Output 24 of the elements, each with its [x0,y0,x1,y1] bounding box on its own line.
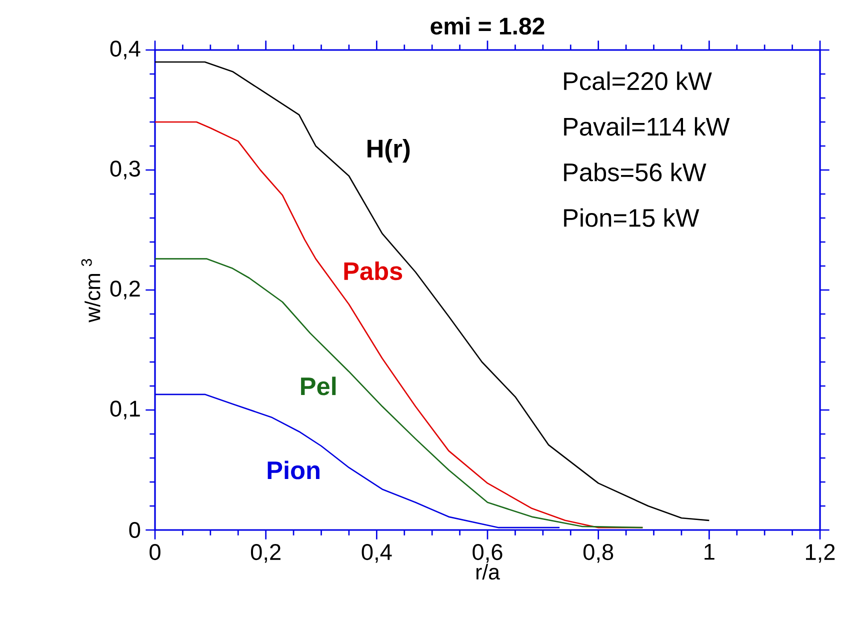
chart-title: emi = 1.82 [430,16,544,35]
y-tick-label: 0,2 [110,280,140,300]
annotation: Pion=15 kW [564,208,700,227]
x-tick-label: 0,2 [250,544,280,563]
annotation: Pcal=220 kW [564,72,712,90]
y-axis-title: w/cm $^{3}$ [81,258,100,322]
x-tick-label: 1,2 [806,544,835,563]
x-tick-label: 0,6 [472,544,502,563]
y-tick-label: 0,1 [110,400,140,420]
annotation: Pabs=56 kW [564,162,706,182]
x-tick-label: 0 [150,544,160,560]
series-label: Pel [301,376,336,396]
x-tick-label: 0,8 [583,544,614,563]
x-axis-title: r/a [476,564,500,580]
series-label: Pabs [344,262,402,280]
line-series [154,258,644,528]
series-label: H(r) [368,138,410,163]
annotation: Pavail=114 kW [564,117,730,136]
x-tick-label: 1 [704,544,714,560]
y-tick-label: 0,3 [110,160,140,180]
y-tick-label: 0 [129,522,140,538]
series-label: Pion [268,460,320,480]
y-tick-label: 0,4 [110,40,140,60]
x-tick-label: 0,4 [362,544,392,563]
